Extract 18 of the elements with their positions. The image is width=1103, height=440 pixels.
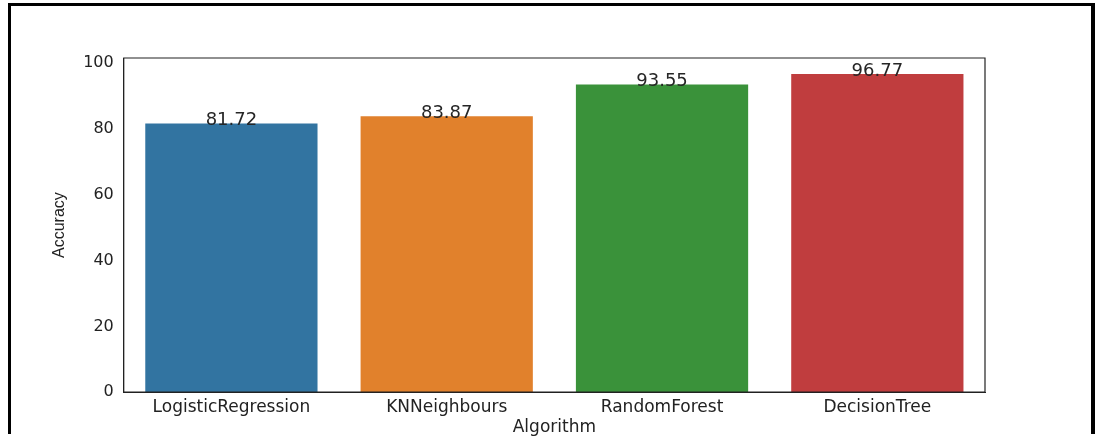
y-tick-label: 60 [93,183,114,203]
bar [575,84,749,393]
data-label: 81.72 [205,108,258,130]
data-label: 96.77 [851,58,904,80]
y-tick-label: 0 [103,381,114,401]
data-label: 93.55 [636,69,688,91]
y-tick-label: 40 [93,249,114,269]
bar [145,123,318,393]
x-tick-label: LogisticRegression [152,395,311,416]
y-tick-label: 100 [83,52,114,72]
x-tick-label: DecisionTree [823,395,932,416]
y-tick-label: 80 [93,118,114,138]
bar [360,116,533,393]
x-axis-title: Algorithm [512,416,596,437]
x-tick-label: KNNeighbours [386,395,508,416]
y-tick-label: 20 [93,315,114,335]
x-tick-label: RandomForest [600,395,724,416]
y-axis-title: Accuracy [50,192,68,258]
